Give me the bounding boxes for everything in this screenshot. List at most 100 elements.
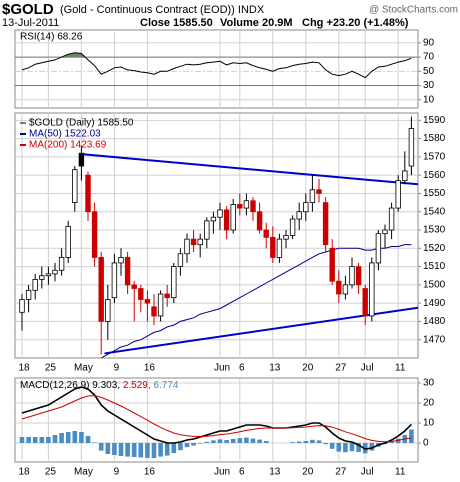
y-tick-label: 30 (423, 80, 435, 91)
y-tick-label: 1570 (423, 152, 446, 163)
histogram-bar (296, 441, 302, 443)
candle-body (32, 278, 38, 291)
candle-body (39, 275, 45, 280)
histogram-bar (197, 443, 203, 444)
histogram-bar (65, 432, 71, 443)
symbol: $GOLD (2, 1, 54, 18)
candle-body (78, 152, 85, 167)
histogram-bar (32, 437, 38, 443)
x-tick-label: May (74, 467, 93, 478)
candle-body (250, 200, 256, 213)
plot (15, 52, 418, 87)
candle-body (395, 180, 401, 209)
x-tick-label: 6 (239, 467, 245, 478)
histogram-bar (105, 443, 111, 454)
candle-body (309, 189, 316, 203)
ma-line (100, 244, 412, 358)
rsi-line (21, 52, 412, 79)
macd-line (21, 395, 412, 443)
candle-body (223, 209, 230, 231)
candle-body (270, 236, 276, 258)
y-tick-label: 1510 (423, 261, 446, 272)
candle-body (105, 299, 111, 322)
y-tick-label: 1550 (423, 188, 446, 199)
x-tick-label: 9 (114, 363, 120, 374)
candle-body (256, 211, 263, 231)
histogram-bar (19, 437, 25, 443)
candle-body (283, 235, 289, 240)
histogram-bar (145, 443, 150, 458)
x-tick-label: May (74, 363, 93, 374)
candle-body (322, 202, 329, 246)
x-tick-label: 16 (144, 467, 156, 478)
x-tick-label: Jul (361, 467, 374, 478)
y-tick-label: 10 (423, 418, 435, 429)
x-tick-label: 20 (302, 467, 314, 478)
y-tick-label: 50 (423, 66, 435, 77)
x-tick-label: 11 (395, 467, 406, 478)
change: Chg +23.20 (+1.48%) (302, 17, 409, 29)
legend-part: 9.303, (92, 380, 120, 391)
candle-body (408, 128, 415, 167)
trendline (81, 153, 418, 186)
date: 13-Jul-2011 (2, 17, 59, 29)
candle-body (164, 293, 170, 299)
candle-body (243, 200, 250, 209)
histogram-bar (356, 443, 361, 452)
histogram-bar (46, 437, 51, 443)
candle-body (230, 204, 236, 231)
y-tick-label: 1530 (423, 225, 446, 236)
x-tick-label: 13 (269, 467, 281, 478)
candle-body (91, 211, 98, 258)
legend-part: MACD(12,26,9) (20, 380, 89, 391)
legend-label: MA(200) 1423.69 (29, 140, 107, 151)
candle-body (210, 216, 217, 222)
y-tick-label: 1590 (423, 115, 446, 126)
candle-body (111, 262, 118, 299)
candle-body (45, 273, 52, 277)
candle-body (65, 225, 71, 258)
histogram-bar (39, 437, 45, 443)
y-tick-label: 1480 (423, 316, 446, 327)
histogram-bar (171, 443, 177, 453)
candle-body (296, 211, 302, 220)
histogram-bar (217, 439, 223, 443)
candle-body (349, 266, 355, 286)
plot (19, 116, 418, 358)
histogram-bar (250, 438, 256, 443)
histogram-bar (290, 442, 295, 443)
candle-body (25, 289, 32, 300)
rsi-overbought-fill (61, 52, 86, 58)
histogram-bar (310, 439, 315, 443)
candle-body (336, 280, 342, 295)
candle-body (402, 170, 408, 182)
legend-label: RSI(14) 68.26 (20, 32, 83, 43)
y-tick-label: 1560 (423, 170, 446, 181)
x-tick-label: 16 (144, 363, 156, 374)
histogram-bar (164, 443, 170, 456)
histogram-bar (336, 443, 342, 452)
legend-label: MA(50) 1522.03 (29, 129, 101, 140)
x-tick-label: 25 (45, 363, 57, 374)
histogram-bar (191, 443, 196, 446)
candle-body (342, 284, 349, 295)
histogram-bar (72, 431, 78, 443)
histogram-bar (92, 442, 97, 443)
close: Close 1585.50 (140, 17, 213, 29)
candle-body (144, 299, 151, 304)
x-tick-label: 27 (335, 467, 347, 478)
histogram-bar (257, 439, 262, 443)
legend-part: 6.774 (153, 380, 178, 391)
candle-body (382, 229, 388, 235)
histogram-bar (118, 443, 124, 456)
y-tick-label: 10 (423, 94, 435, 105)
y-tick-label: 30 (423, 378, 435, 389)
y-tick-label: 1490 (423, 298, 446, 309)
y-tick-label: 90 (423, 37, 435, 48)
candle-body (118, 257, 124, 264)
x-tick-label: Jul (361, 363, 374, 374)
legend-label: MACD(12,26,9) 9.303, 2.529, 6.774 (20, 380, 179, 391)
histogram-bar (112, 443, 117, 455)
